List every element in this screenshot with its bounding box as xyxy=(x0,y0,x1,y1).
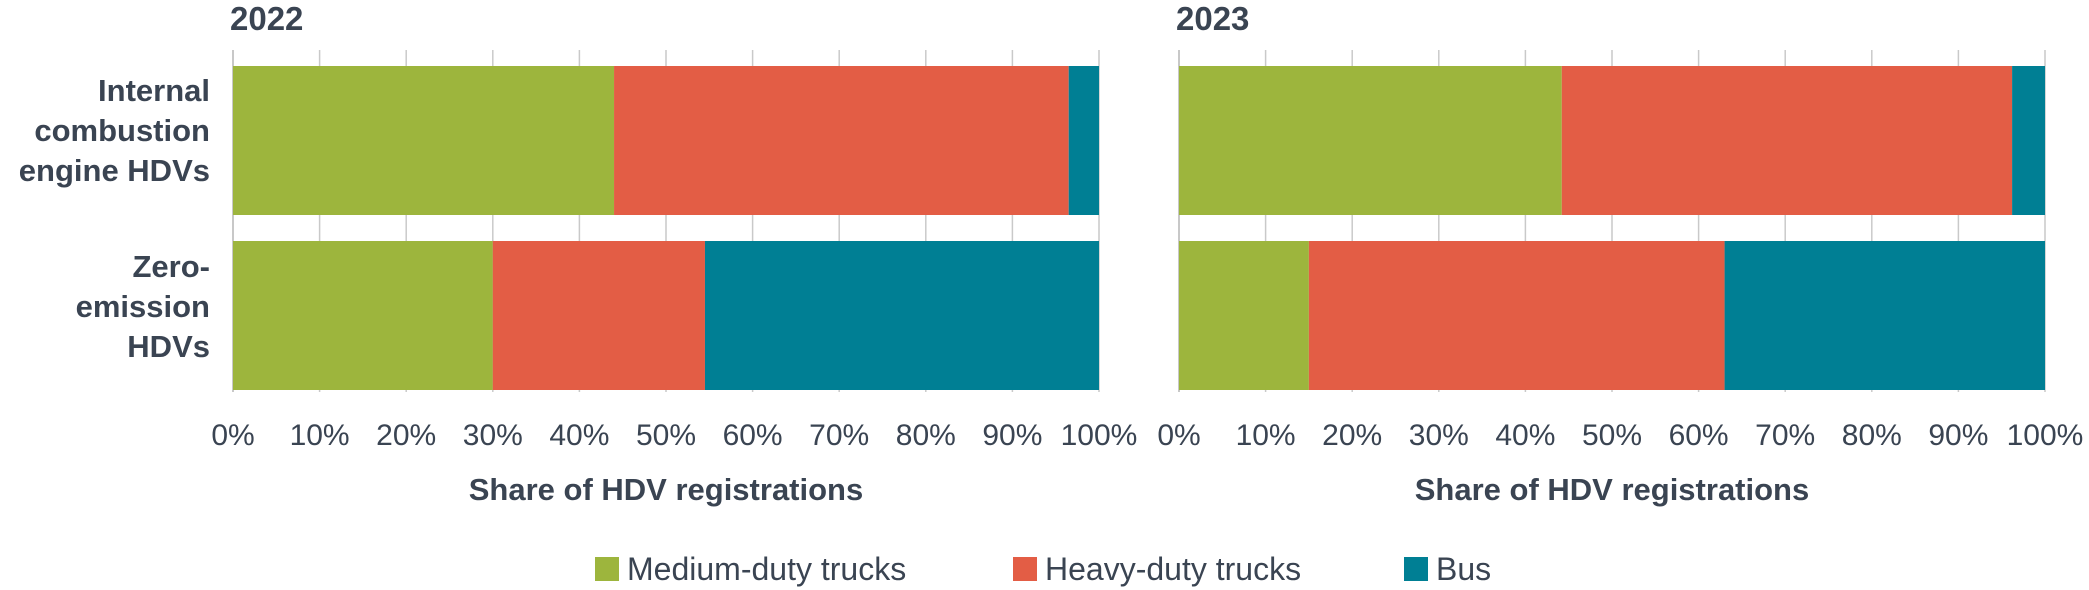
bar-bus-0 xyxy=(2012,66,2045,215)
x-tick-label: 20% xyxy=(376,419,436,452)
x-tick-label: 70% xyxy=(1755,419,1815,452)
panel-title: 2023 xyxy=(1176,0,1249,37)
legend: Medium-duty trucks Heavy-duty trucks Bus xyxy=(595,551,1491,587)
bar-medium-duty-trucks-0 xyxy=(233,66,615,215)
x-tick-label: 100% xyxy=(1061,419,1138,452)
bar-bus-1 xyxy=(1724,241,2045,390)
x-tick-label: 70% xyxy=(809,419,869,452)
x-axis-title: Share of HDV registrations xyxy=(1415,472,1809,507)
x-tick-label: 0% xyxy=(211,419,254,452)
bar-medium-duty-trucks-0 xyxy=(1179,66,1562,215)
category-label: engine HDVs xyxy=(19,153,210,188)
legend-label: Heavy-duty trucks xyxy=(1045,551,1301,587)
panel-2022: 2022 0% 10% 20% 30% 40% 50% 60% 70% 80% 90% 100% Int… xyxy=(19,0,1138,507)
x-axis-title: Share of HDV registrations xyxy=(469,472,863,507)
legend-swatch xyxy=(595,557,619,581)
category-label: Zero- xyxy=(133,249,211,284)
bar-medium-duty-trucks-1 xyxy=(233,241,493,390)
bar-heavy-duty-trucks-1 xyxy=(492,241,705,390)
x-tick-label: 80% xyxy=(1842,419,1902,452)
x-tick-label: 80% xyxy=(896,419,956,452)
x-tick-label: 10% xyxy=(1236,419,1296,452)
x-tick-label: 30% xyxy=(1409,419,1469,452)
panel-title: 2022 xyxy=(230,0,303,37)
x-tick-label: 90% xyxy=(982,419,1042,452)
legend-swatch xyxy=(1404,557,1428,581)
x-tick-label: 30% xyxy=(463,419,523,452)
x-tick-label: 60% xyxy=(1669,419,1729,452)
category-label: emission xyxy=(76,289,210,324)
bar-heavy-duty-trucks-0 xyxy=(1561,66,2013,215)
category-label: Internal xyxy=(98,73,210,108)
x-tick-label: 50% xyxy=(1582,419,1642,452)
x-tick-label: 100% xyxy=(2007,419,2084,452)
x-tick-label: 50% xyxy=(636,419,696,452)
bar-bus-1 xyxy=(704,241,1099,390)
category-label: HDVs xyxy=(127,329,210,364)
x-tick-label: 40% xyxy=(549,419,609,452)
legend-label: Medium-duty trucks xyxy=(627,551,906,587)
x-tick-label: 20% xyxy=(1322,419,1382,452)
legend-label: Bus xyxy=(1436,551,1491,587)
legend-swatch xyxy=(1013,557,1037,581)
x-tick-label: 60% xyxy=(723,419,783,452)
bar-bus-0 xyxy=(1068,66,1099,215)
x-tick-label: 10% xyxy=(290,419,350,452)
x-tick-label: 0% xyxy=(1157,419,1200,452)
bar-heavy-duty-trucks-1 xyxy=(1308,241,1725,390)
x-tick-label: 40% xyxy=(1495,419,1555,452)
x-tick-label: 90% xyxy=(1928,419,1988,452)
bar-heavy-duty-trucks-0 xyxy=(614,66,1069,215)
bar-medium-duty-trucks-1 xyxy=(1179,241,1309,390)
category-label: combustion xyxy=(34,113,210,148)
panel-2023: 2023 0% 10% 20% 30% 40% 50% 60% 70% 80% 90% 100% Sha… xyxy=(1157,0,2083,507)
